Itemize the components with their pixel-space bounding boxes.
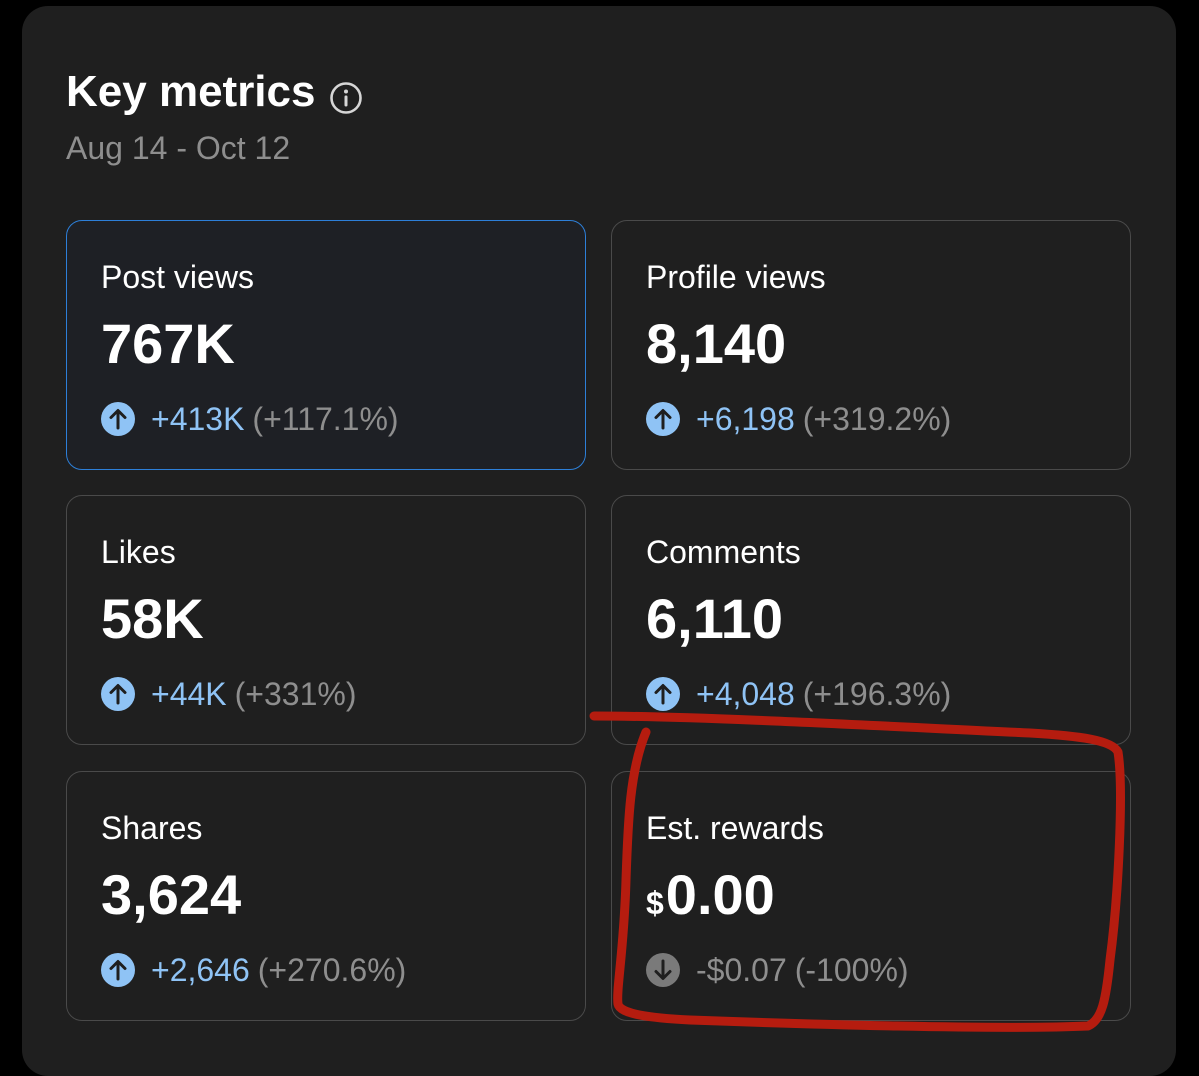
metric-value: 3,624 xyxy=(101,863,242,926)
metric-delta: +413K xyxy=(151,401,245,437)
metric-percent: (+319.2%) xyxy=(802,401,952,437)
metric-change: +2,646 (+270.6%) xyxy=(101,950,406,990)
arrow-up-circle-icon xyxy=(101,402,135,436)
metric-change: +6,198 (+319.2%) xyxy=(646,399,951,439)
metric-percent: (+196.3%) xyxy=(802,676,952,712)
metric-card-est-rewards[interactable]: Est. rewards $0.00 -$0.07 (-100%) xyxy=(611,771,1131,1021)
arrow-up-circle-icon xyxy=(101,677,135,711)
metric-delta: -$0.07 xyxy=(696,952,787,988)
metric-percent: (+270.6%) xyxy=(257,952,407,988)
arrow-down-circle-icon xyxy=(646,953,680,987)
metric-value: 6,110 xyxy=(646,587,784,650)
metric-card-comments[interactable]: Comments 6,110 +4,048 (+196.3%) xyxy=(611,495,1131,745)
metric-value: 767K xyxy=(101,312,235,375)
metric-percent: (+117.1%) xyxy=(252,401,399,437)
metric-delta: +2,646 xyxy=(151,952,250,988)
metric-change: -$0.07 (-100%) xyxy=(646,950,909,990)
metric-label: Likes xyxy=(101,534,176,570)
metric-delta: +44K xyxy=(151,676,227,712)
info-icon[interactable] xyxy=(329,75,363,114)
currency-symbol: $ xyxy=(646,885,664,921)
metric-label: Post views xyxy=(101,259,254,295)
metric-percent: (-100%) xyxy=(794,952,909,988)
metric-percent: (+331%) xyxy=(234,676,357,712)
page-title: Key metrics xyxy=(66,67,316,116)
metric-card-post-views[interactable]: Post views 767K +413K (+117.1%) xyxy=(66,220,586,470)
metric-label: Shares xyxy=(101,810,203,846)
metric-delta: +6,198 xyxy=(696,401,795,437)
metric-change: +44K (+331%) xyxy=(101,674,356,714)
metric-value: 58K xyxy=(101,587,204,650)
metric-card-likes[interactable]: Likes 58K +44K (+331%) xyxy=(66,495,586,745)
metric-card-profile-views[interactable]: Profile views 8,140 +6,198 (+319.2%) xyxy=(611,220,1131,470)
metric-card-shares[interactable]: Shares 3,624 +2,646 (+270.6%) xyxy=(66,771,586,1021)
metric-delta: +4,048 xyxy=(696,676,795,712)
metric-label: Profile views xyxy=(646,259,826,295)
metric-label: Comments xyxy=(646,534,801,570)
metric-value-amount: 0.00 xyxy=(665,863,775,926)
key-metrics-header: Key metrics xyxy=(66,66,363,118)
date-range: Aug 14 - Oct 12 xyxy=(66,130,291,166)
metric-label: Est. rewards xyxy=(646,810,824,846)
arrow-up-circle-icon xyxy=(646,402,680,436)
arrow-up-circle-icon xyxy=(646,677,680,711)
metric-change: +413K (+117.1%) xyxy=(101,399,399,439)
arrow-up-circle-icon xyxy=(101,953,135,987)
metric-value: 8,140 xyxy=(646,312,787,375)
metric-value: $0.00 xyxy=(646,862,775,936)
metric-change: +4,048 (+196.3%) xyxy=(646,674,951,714)
